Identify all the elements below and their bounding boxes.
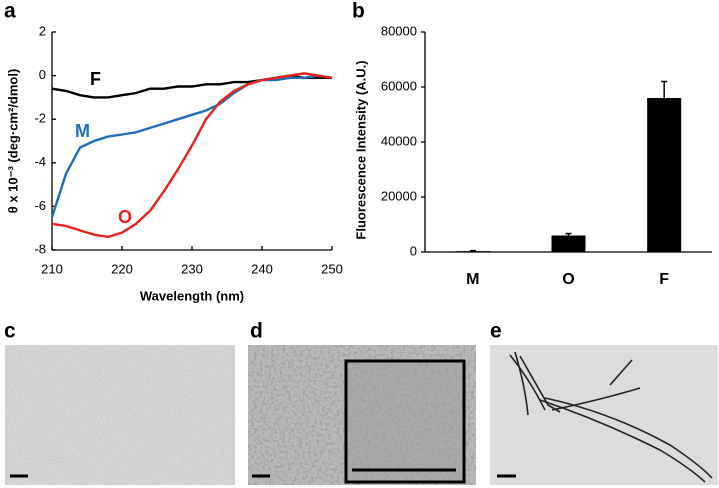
panel-label: b — [352, 0, 365, 23]
y-axis-label: Fluorescence Intensity (A.U.) — [353, 60, 368, 239]
y-tick-label: -6 — [34, 198, 46, 213]
y-tick-label: 60000 — [381, 78, 417, 93]
micrograph-e — [490, 345, 718, 485]
y-tick-label: 20000 — [381, 188, 417, 203]
x-tick-label: 240 — [251, 261, 273, 276]
x-axis-label: Wavelength (nm) — [140, 288, 244, 303]
panel-label: e — [490, 320, 502, 343]
x-tick-label: 210 — [41, 261, 63, 276]
panel-label: c — [4, 320, 16, 343]
micrograph-c — [5, 345, 235, 485]
bar — [551, 235, 586, 252]
bar — [455, 251, 490, 252]
series-label: F — [90, 69, 101, 89]
series-line — [51, 72, 333, 239]
y-tick-label: -8 — [34, 241, 46, 256]
panel-label: d — [250, 320, 263, 343]
y-tick-label: 80000 — [381, 23, 417, 38]
x-tick-label: 230 — [181, 261, 203, 276]
bar — [647, 98, 682, 252]
y-tick-label: -4 — [34, 154, 46, 169]
x-tick-label: F — [659, 271, 669, 288]
x-tick-label: 220 — [111, 261, 133, 276]
x-tick-label: O — [562, 271, 574, 288]
y-tick-label: 40000 — [381, 133, 417, 148]
series-label: M — [75, 121, 90, 141]
series-line — [50, 74, 333, 218]
y-tick-label: 0 — [410, 243, 417, 258]
x-tick-label: 250 — [321, 261, 343, 276]
y-tick-label: 2 — [39, 23, 46, 38]
y-axis-label: θ x 10⁻³ (deg·cm²/dmol) — [5, 69, 20, 214]
series-label: O — [118, 207, 132, 227]
y-tick-label: -2 — [34, 111, 46, 126]
panel-label: a — [4, 0, 16, 23]
micrograph-d — [248, 345, 476, 485]
x-tick-label: M — [466, 271, 479, 288]
y-tick-label: 0 — [39, 67, 46, 82]
